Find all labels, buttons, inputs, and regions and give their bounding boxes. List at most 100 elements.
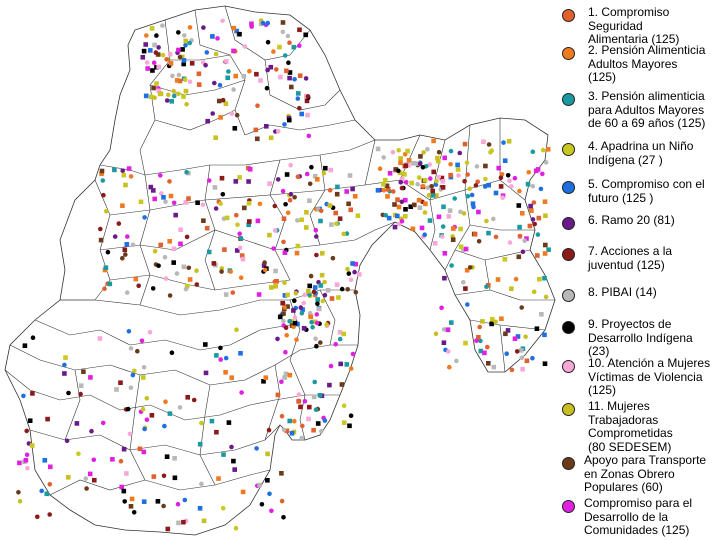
program-marker xyxy=(339,286,345,292)
program-marker xyxy=(296,399,301,404)
program-marker xyxy=(223,292,229,297)
program-marker xyxy=(137,446,143,452)
program-marker xyxy=(299,217,304,223)
program-marker xyxy=(505,328,511,333)
program-marker xyxy=(295,243,301,249)
program-marker xyxy=(306,288,311,294)
program-marker xyxy=(538,186,544,192)
program-marker xyxy=(265,20,271,26)
program-marker xyxy=(341,420,347,425)
program-marker xyxy=(287,70,293,75)
program-marker xyxy=(74,421,80,426)
program-marker xyxy=(447,208,453,213)
program-marker xyxy=(265,451,270,457)
program-marker xyxy=(478,348,484,354)
program-marker xyxy=(284,68,289,74)
program-marker xyxy=(300,423,305,429)
program-marker xyxy=(416,175,422,180)
program-marker xyxy=(148,94,154,100)
program-marker xyxy=(350,351,356,357)
program-marker xyxy=(228,269,233,274)
program-marker xyxy=(172,456,177,461)
program-marker xyxy=(136,283,141,289)
program-marker xyxy=(440,234,445,239)
program-marker xyxy=(284,172,290,177)
program-marker xyxy=(352,269,357,275)
program-marker xyxy=(313,336,318,342)
program-marker xyxy=(83,476,89,481)
program-marker xyxy=(428,176,433,181)
program-marker xyxy=(218,201,223,206)
program-marker xyxy=(241,74,247,79)
program-marker xyxy=(315,301,320,307)
program-marker xyxy=(158,173,163,178)
program-marker xyxy=(217,82,223,88)
program-marker xyxy=(148,184,154,190)
program-marker xyxy=(346,201,351,207)
program-marker xyxy=(267,181,272,186)
program-marker xyxy=(282,305,287,310)
program-marker xyxy=(201,518,207,524)
program-marker xyxy=(287,40,292,45)
program-marker xyxy=(318,340,323,345)
program-marker xyxy=(333,342,339,347)
program-marker xyxy=(203,62,208,68)
legend-marker-l12 xyxy=(562,457,575,470)
program-marker xyxy=(156,45,161,50)
program-marker xyxy=(102,286,107,292)
program-marker xyxy=(177,78,183,84)
program-markers xyxy=(16,18,551,532)
program-marker xyxy=(320,251,325,256)
program-marker xyxy=(234,327,239,333)
program-marker xyxy=(181,61,186,67)
program-marker xyxy=(84,486,89,491)
program-marker xyxy=(347,423,352,429)
program-marker xyxy=(350,261,355,266)
program-marker xyxy=(463,340,468,346)
program-marker xyxy=(298,404,303,410)
program-marker xyxy=(451,226,456,231)
program-marker xyxy=(172,475,178,481)
program-marker xyxy=(280,29,286,35)
program-marker xyxy=(256,292,262,297)
program-marker xyxy=(302,399,308,404)
program-marker xyxy=(98,226,103,232)
program-marker xyxy=(223,355,229,361)
program-marker xyxy=(151,188,156,193)
program-marker xyxy=(426,192,432,198)
program-marker xyxy=(436,214,442,220)
program-marker xyxy=(92,477,97,483)
program-marker xyxy=(298,305,304,310)
program-marker xyxy=(319,428,324,434)
program-marker xyxy=(180,47,185,52)
program-marker xyxy=(418,154,423,159)
program-marker xyxy=(327,203,333,208)
program-marker xyxy=(130,242,136,248)
legend-label-l13: Compromiso para el Desarrollo de la Comu… xyxy=(584,496,693,537)
legend-marker-l4 xyxy=(562,143,575,156)
program-marker xyxy=(21,393,26,399)
program-marker xyxy=(406,158,412,163)
program-marker xyxy=(519,355,525,361)
program-marker xyxy=(176,91,181,97)
program-marker xyxy=(446,214,452,219)
program-marker xyxy=(377,166,383,171)
program-marker xyxy=(322,292,328,298)
state-outline xyxy=(4,5,556,536)
program-marker xyxy=(507,178,512,183)
program-marker xyxy=(277,44,282,50)
program-marker xyxy=(530,183,536,189)
program-marker xyxy=(233,525,239,531)
program-marker xyxy=(160,23,165,28)
program-marker xyxy=(540,147,546,153)
program-marker xyxy=(431,169,436,175)
program-marker xyxy=(341,331,346,337)
program-marker xyxy=(381,187,387,193)
program-marker xyxy=(436,174,442,180)
program-marker xyxy=(133,276,139,282)
program-marker xyxy=(543,213,548,218)
program-marker xyxy=(219,175,225,181)
program-marker xyxy=(282,375,287,380)
program-marker xyxy=(261,263,267,268)
legend-label-l7: 7. Acciones a la juventud (125) xyxy=(588,244,673,272)
